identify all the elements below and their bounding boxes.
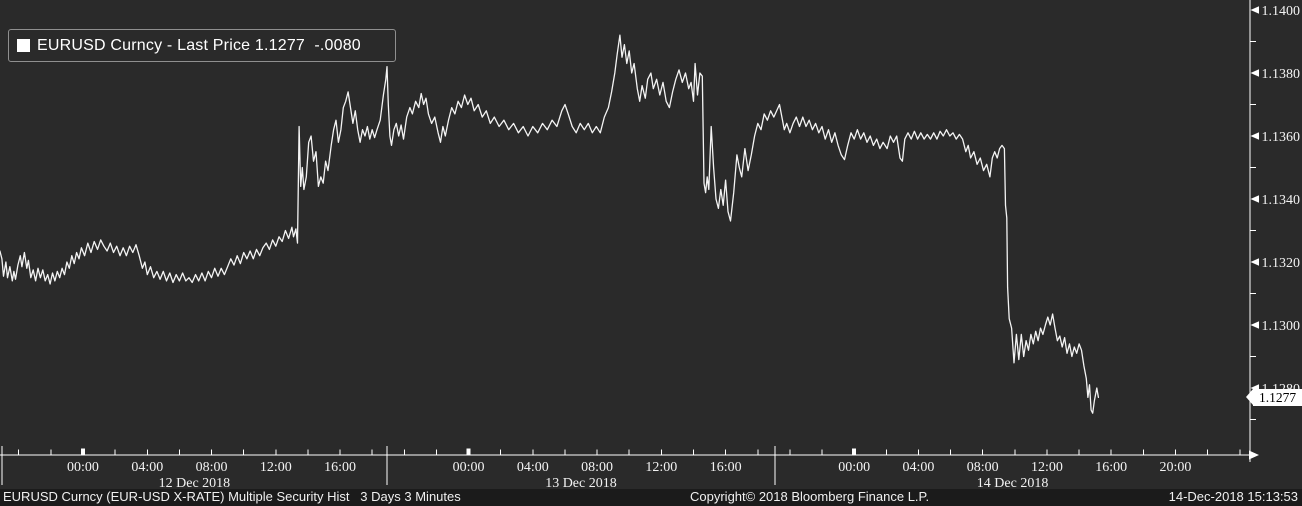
y-tick-arrow-icon [1250, 69, 1259, 77]
x-axis-time-label: 20:00 [1160, 460, 1192, 475]
x-axis-time-label: 04:00 [902, 460, 934, 475]
x-axis-time-label: 16:00 [1095, 460, 1127, 475]
series-marker-icon [17, 39, 30, 52]
y-tick-arrow-icon [1250, 132, 1259, 140]
timestamp: 14-Dec-2018 15:13:53 [1168, 489, 1298, 504]
y-axis-price-label: 1.1400 [1262, 4, 1301, 19]
security-description: EURUSD Curncy (EUR-USD X-RATE) Multiple … [3, 489, 461, 504]
status-bar: EURUSD Curncy (EUR-USD X-RATE) Multiple … [0, 489, 1302, 506]
x-axis-time-label: 04:00 [517, 460, 549, 475]
copyright-notice: Copyright© 2018 Bloomberg Finance L.P. [690, 489, 930, 504]
y-axis-price-label: 1.1380 [1262, 67, 1301, 82]
x-tick-midnight [466, 448, 471, 455]
y-tick-arrow-icon [1250, 258, 1259, 266]
y-axis-price-label: 1.1300 [1262, 319, 1301, 334]
x-axis-time-label: 04:00 [131, 460, 163, 475]
x-axis-time-label: 08:00 [581, 460, 613, 475]
legend-label: EURUSD Curncy - Last Price 1.1277 -.0080 [37, 36, 361, 54]
y-axis-price-label: 1.1320 [1262, 256, 1301, 271]
x-axis-time-label: 12:00 [1031, 460, 1063, 475]
last-price-value: 1.1277 [1258, 390, 1297, 405]
last-price-badge: 1.1277 [1246, 389, 1302, 406]
x-tick-midnight [852, 448, 857, 455]
x-axis-time-label: 12:00 [260, 460, 292, 475]
x-axis-arrow-icon [1249, 450, 1259, 460]
y-axis-price-label: 1.1360 [1262, 130, 1301, 145]
x-axis-date-label: 13 Dec 2018 [545, 476, 617, 491]
x-axis-time-label: 08:00 [967, 460, 999, 475]
x-axis-time-label: 00:00 [453, 460, 485, 475]
x-axis-time-label: 00:00 [838, 460, 870, 475]
x-axis-date-label: 12 Dec 2018 [159, 476, 231, 491]
x-axis-date-label: 14 Dec 2018 [977, 476, 1049, 491]
price-line-series [0, 34, 1100, 414]
y-tick-arrow-icon [1250, 321, 1259, 329]
y-tick-arrow-icon [1250, 6, 1259, 14]
x-axis-time-label: 08:00 [196, 460, 228, 475]
x-axis-time-label: 16:00 [710, 460, 742, 475]
x-tick-midnight [81, 448, 85, 455]
x-axis-time-label: 16:00 [324, 460, 356, 475]
x-axis-time-label: 12:00 [645, 460, 677, 475]
legend-box: EURUSD Curncy - Last Price 1.1277 -.0080 [8, 29, 396, 62]
y-tick-arrow-icon [1250, 195, 1259, 203]
x-axis-time-label: 00:00 [67, 460, 99, 475]
y-axis-price-label: 1.1340 [1262, 193, 1301, 208]
